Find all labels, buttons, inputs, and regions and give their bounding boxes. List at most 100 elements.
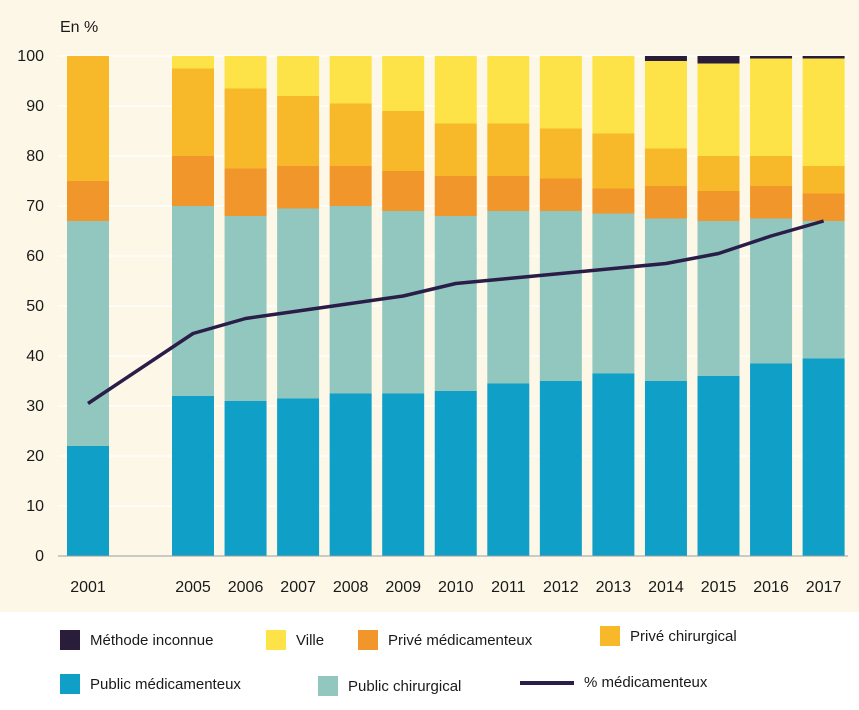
bar-2005-priv-chirurgical	[172, 68, 214, 156]
legend-swatch-public-chirurgical	[318, 676, 338, 696]
bar-2006-priv-chirurgical	[224, 88, 267, 169]
bar-2008-public-m-dicamenteux	[329, 393, 372, 556]
legend: Méthode inconnue Ville Privé médicamente…	[0, 612, 859, 710]
bar-2007-priv-chirurgical	[277, 96, 320, 166]
y-tick-label-20: 20	[26, 448, 44, 465]
bar-2013-public-m-dicamenteux	[592, 373, 635, 556]
chart-svg: En % 0 10 20 30 40 50 60 70 80 90 100 2001 2005 2006 2…	[17, 19, 848, 596]
x-tick-label-2014: 2014	[648, 579, 684, 596]
bar-2017-m-thode-inconnue	[802, 56, 845, 59]
bar-2012-public-m-dicamenteux	[539, 381, 582, 556]
bar-2016-public-chirurgical	[750, 218, 793, 364]
bar-2010-priv-m-dicamenteux	[434, 176, 477, 216]
y-tick-label-30: 30	[26, 398, 44, 415]
bar-2011-public-chirurgical	[487, 211, 530, 384]
x-tick-label-2016: 2016	[753, 579, 789, 596]
x-tick-label-2011: 2011	[491, 579, 526, 596]
x-tick-label-2001: 2001	[70, 579, 106, 596]
legend-swatch-public-medicamenteux	[60, 674, 80, 694]
bar-2001-public-chirurgical	[67, 221, 109, 446]
bar-2015-priv-m-dicamenteux	[697, 191, 740, 221]
bar-2012-ville	[539, 56, 582, 129]
legend-item-pct-medicamenteux: % médicamenteux	[520, 674, 707, 691]
bar-2015-public-chirurgical	[697, 221, 740, 376]
bar-2010-public-chirurgical	[434, 216, 477, 391]
bar-2016-m-thode-inconnue	[750, 56, 793, 59]
y-tick-label-50: 50	[26, 298, 44, 315]
x-tick-label-2010: 2010	[438, 579, 474, 596]
bar-2013-public-chirurgical	[592, 213, 635, 374]
legend-item-methode-inconnue: Méthode inconnue	[60, 630, 213, 650]
bar-2008-priv-m-dicamenteux	[329, 166, 372, 206]
bar-2001-public-m-dicamenteux	[67, 446, 109, 556]
legend-swatch-ville	[266, 630, 286, 650]
legend-swatch-methode-inconnue	[60, 630, 80, 650]
bar-2011-public-m-dicamenteux	[487, 383, 530, 556]
bar-2011-ville	[487, 56, 530, 124]
bar-2014-ville	[644, 61, 687, 149]
bar-2015-m-thode-inconnue	[697, 56, 740, 64]
bar-2005-public-chirurgical	[172, 206, 214, 396]
bar-2016-priv-chirurgical	[750, 156, 793, 186]
y-tick-label-80: 80	[26, 148, 44, 165]
bar-2012-public-chirurgical	[539, 211, 582, 381]
bar-2007-ville	[277, 56, 320, 96]
legend-label-public-chirurgical: Public chirurgical	[348, 677, 462, 695]
legend-label-public-medicamenteux: Public médicamenteux	[90, 675, 241, 693]
legend-label-prive-medicamenteux: Privé médicamenteux	[388, 631, 533, 649]
bar-2005-priv-m-dicamenteux	[172, 156, 214, 206]
bar-2016-public-m-dicamenteux	[750, 363, 793, 556]
bar-2006-public-chirurgical	[224, 216, 267, 401]
bar-2006-priv-m-dicamenteux	[224, 168, 267, 216]
bar-2009-priv-m-dicamenteux	[382, 171, 425, 211]
x-tick-label-2015: 2015	[701, 579, 737, 596]
y-tick-label-100: 100	[17, 48, 44, 65]
y-tick-label-60: 60	[26, 248, 44, 265]
bar-2012-priv-m-dicamenteux	[539, 178, 582, 211]
bar-2010-ville	[434, 56, 477, 124]
legend-item-public-chirurgical: Public chirurgical	[318, 676, 461, 696]
legend-item-ville: Ville	[266, 630, 324, 650]
bar-2015-priv-chirurgical	[697, 156, 740, 191]
x-tick-label-2008: 2008	[333, 579, 369, 596]
bar-2017-priv-chirurgical	[802, 166, 845, 194]
bar-2013-ville	[592, 56, 635, 134]
y-tick-label-10: 10	[26, 498, 44, 515]
bar-2010-public-m-dicamenteux	[434, 391, 477, 556]
x-tick-label-2013: 2013	[596, 579, 632, 596]
bar-2005-ville	[172, 56, 214, 69]
legend-item-prive-medicamenteux: Privé médicamenteux	[358, 630, 532, 650]
bar-2013-priv-m-dicamenteux	[592, 188, 635, 214]
bar-2014-public-m-dicamenteux	[644, 381, 687, 556]
line-series--m-dicamenteux	[87, 219, 825, 405]
bar-2011-priv-chirurgical	[487, 123, 530, 176]
bar-2008-ville	[329, 56, 372, 104]
y-tick-label-90: 90	[26, 98, 44, 115]
bar-2016-ville	[750, 58, 793, 156]
bar-2009-priv-chirurgical	[382, 111, 425, 171]
y-axis-unit-label: En %	[60, 19, 98, 36]
bar-2017-ville	[802, 58, 845, 166]
y-tick-label-40: 40	[26, 348, 44, 365]
bar-2010-priv-chirurgical	[434, 123, 477, 176]
bar-2013-priv-chirurgical	[592, 133, 635, 189]
bar-2006-public-m-dicamenteux	[224, 401, 267, 556]
bar-2009-public-chirurgical	[382, 211, 425, 394]
bar-2007-public-m-dicamenteux	[277, 398, 320, 556]
x-tick-label-2009: 2009	[385, 579, 421, 596]
bar-2016-priv-m-dicamenteux	[750, 186, 793, 219]
bar-2014-m-thode-inconnue	[644, 56, 687, 61]
bar-2009-ville	[382, 56, 425, 111]
bar-2008-priv-chirurgical	[329, 103, 372, 166]
legend-item-public-medicamenteux: Public médicamenteux	[60, 674, 241, 694]
bar-2014-priv-m-dicamenteux	[644, 186, 687, 219]
bar-2011-priv-m-dicamenteux	[487, 176, 530, 211]
legend-line-pct-medicamenteux	[520, 680, 574, 685]
x-tick-label-2012: 2012	[543, 579, 579, 596]
y-tick-label-0: 0	[35, 548, 44, 565]
bar-2017-public-chirurgical	[802, 221, 845, 359]
bar-2015-public-m-dicamenteux	[697, 376, 740, 556]
bar-2015-ville	[697, 63, 740, 156]
legend-item-prive-chirurgical: Privé chirurgical	[600, 626, 737, 646]
